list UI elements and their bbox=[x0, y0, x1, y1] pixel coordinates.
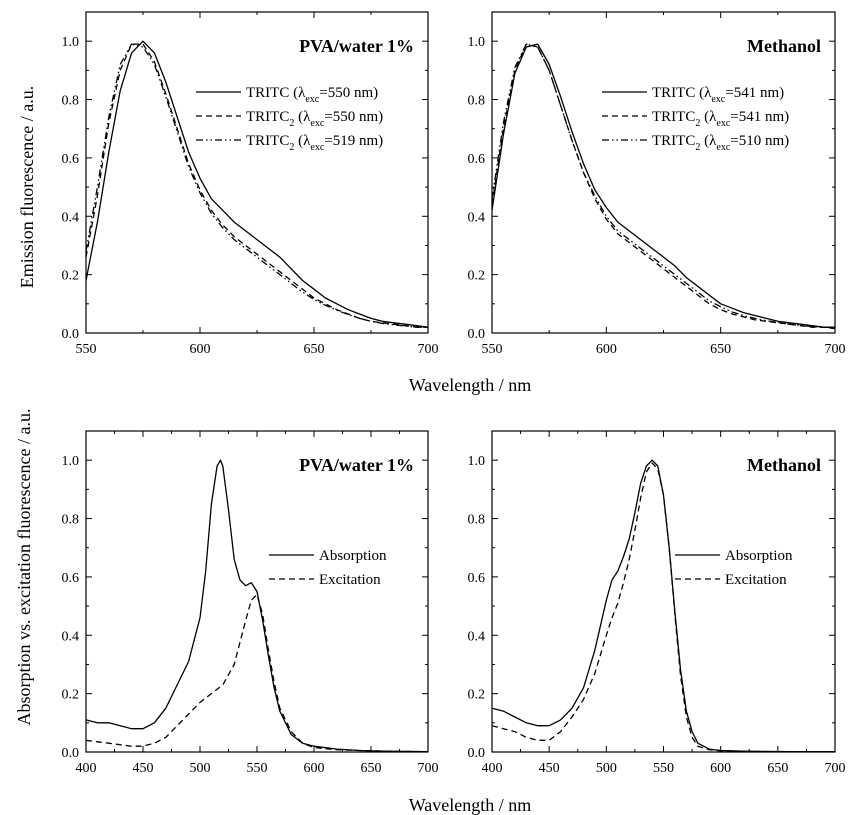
x-tick-label: 700 bbox=[825, 342, 846, 357]
y-tick-label: 0.2 bbox=[468, 688, 486, 703]
x-tick-label: 550 bbox=[482, 342, 503, 357]
y-tick-label: 1.0 bbox=[62, 35, 80, 50]
x-tick-label: 600 bbox=[190, 342, 211, 357]
chart-panel-bottom-left: 400 450 500 550 600 650 700 0.0 0.2 0.4 0.6 0.8 1.0 P… bbox=[62, 430, 439, 776]
panels: 550 600 650 700 0.0 0.2 0.4 0.6 0.8 1.0 PVA/water … bbox=[62, 11, 846, 776]
series-line-1 bbox=[85, 459, 429, 753]
panel-title: Methanol bbox=[747, 36, 821, 56]
y-tick-label: 1.0 bbox=[62, 454, 80, 469]
x-tick-label: 700 bbox=[418, 761, 439, 776]
panel-title: Methanol bbox=[747, 455, 821, 475]
legend-label: TRITC2 (λexc=510 nm) bbox=[652, 133, 789, 153]
legend-label: Excitation bbox=[725, 572, 787, 588]
x-tick-label: 700 bbox=[825, 761, 846, 776]
legend-label: TRITC2 (λexc=550 nm) bbox=[246, 109, 383, 129]
chart-panel-top-left: 550 600 650 700 0.0 0.2 0.4 0.6 0.8 1.0 PVA/water … bbox=[62, 11, 439, 357]
series-line-1 bbox=[85, 40, 429, 328]
x-tick-label: 650 bbox=[710, 342, 731, 357]
y-tick-label: 0.4 bbox=[62, 210, 80, 225]
legend-label: TRITC2 (λexc=541 nm) bbox=[652, 109, 789, 129]
y-tick-label: 0.6 bbox=[468, 152, 486, 167]
legend-label: Excitation bbox=[319, 572, 381, 588]
panel-title: PVA/water 1% bbox=[299, 36, 414, 56]
legend-label: Absorption bbox=[319, 548, 387, 564]
x-tick-label: 600 bbox=[596, 342, 617, 357]
legend-label: TRITC (λexc=541 nm) bbox=[652, 85, 784, 105]
series-line-2 bbox=[491, 43, 836, 330]
x-tick-label: 400 bbox=[76, 761, 97, 776]
x-tick-label: 650 bbox=[767, 761, 788, 776]
series-line-1 bbox=[491, 459, 835, 753]
y-tick-label: 0.4 bbox=[62, 629, 80, 644]
x-tick-label: 550 bbox=[653, 761, 674, 776]
x-tick-label: 450 bbox=[539, 761, 560, 776]
y-tick-label: 0.6 bbox=[62, 571, 80, 586]
x-tick-label: 500 bbox=[190, 761, 211, 776]
x-tick-label: 450 bbox=[133, 761, 154, 776]
y-tick-label: 0.6 bbox=[468, 571, 486, 586]
legend-label: TRITC2 (λexc=519 nm) bbox=[246, 133, 383, 153]
y-tick-label: 0.0 bbox=[468, 327, 486, 342]
top-y-axis-title: Emission fluorescence / a.u. bbox=[17, 86, 37, 288]
x-tick-label: 500 bbox=[596, 761, 617, 776]
x-tick-label: 650 bbox=[304, 342, 325, 357]
y-tick-label: 1.0 bbox=[468, 35, 486, 50]
y-tick-label: 0.8 bbox=[62, 513, 80, 528]
y-tick-label: 0.2 bbox=[62, 269, 80, 284]
chart-panel-bottom-right: 400 450 500 550 600 650 700 0.0 0.2 0.4 0.6 0.8 1.0 M… bbox=[468, 430, 846, 776]
x-tick-label: 400 bbox=[482, 761, 503, 776]
y-tick-label: 0.0 bbox=[62, 327, 80, 342]
y-tick-label: 0.2 bbox=[468, 269, 486, 284]
chart-panel-top-right: 550 600 650 700 0.0 0.2 0.4 0.6 0.8 1.0 Methanol TR… bbox=[468, 11, 846, 357]
series-line-2 bbox=[491, 462, 835, 753]
bottom-y-axis-title: Absorption vs. excitation fluorescence /… bbox=[14, 409, 34, 726]
x-tick-label: 700 bbox=[418, 342, 439, 357]
series-line-2 bbox=[85, 43, 428, 328]
panel-title: PVA/water 1% bbox=[299, 455, 414, 475]
y-tick-label: 0.4 bbox=[468, 210, 486, 225]
x-tick-label: 550 bbox=[76, 342, 97, 357]
y-tick-label: 0.4 bbox=[468, 629, 486, 644]
y-tick-label: 0.8 bbox=[468, 94, 486, 109]
top-x-axis-title: Wavelength / nm bbox=[409, 375, 532, 395]
y-tick-label: 1.0 bbox=[468, 454, 486, 469]
legend-label: Absorption bbox=[725, 548, 793, 564]
plot-frame bbox=[491, 430, 836, 753]
y-tick-label: 0.0 bbox=[62, 746, 80, 761]
y-tick-label: 0.8 bbox=[62, 94, 80, 109]
y-tick-label: 0.0 bbox=[468, 746, 486, 761]
y-tick-label: 0.6 bbox=[62, 152, 80, 167]
series-line-2 bbox=[85, 593, 429, 753]
x-tick-label: 650 bbox=[361, 761, 382, 776]
legend-label: TRITC (λexc=550 nm) bbox=[246, 85, 378, 105]
y-tick-label: 0.2 bbox=[62, 688, 80, 703]
series-line-1 bbox=[491, 43, 835, 328]
y-tick-label: 0.8 bbox=[468, 513, 486, 528]
bottom-x-axis-title: Wavelength / nm bbox=[409, 795, 532, 815]
x-tick-label: 550 bbox=[247, 761, 268, 776]
x-tick-label: 600 bbox=[710, 761, 731, 776]
plot-frame bbox=[85, 11, 429, 334]
x-tick-label: 600 bbox=[304, 761, 325, 776]
